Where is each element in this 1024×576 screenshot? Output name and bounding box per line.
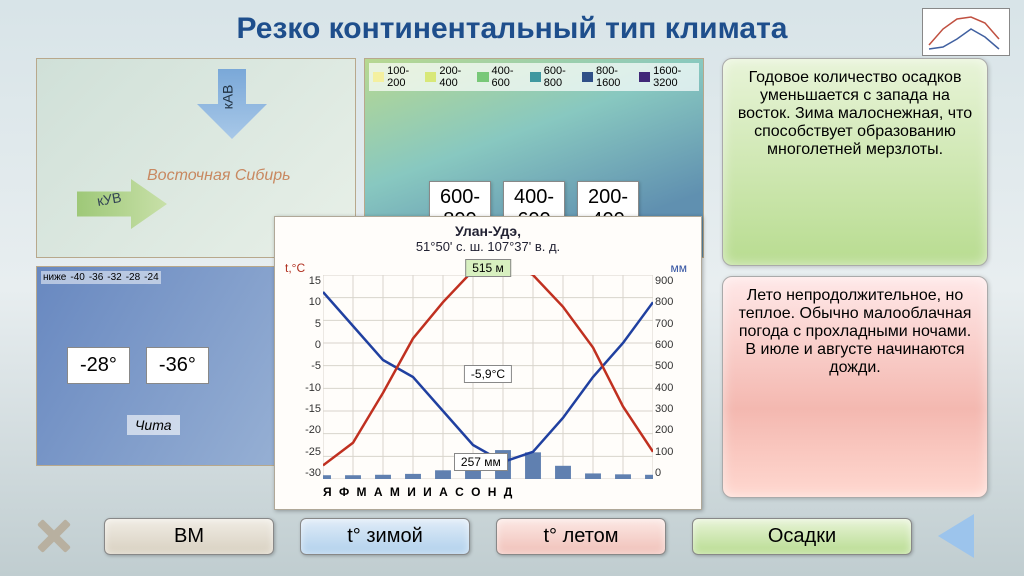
climograph: Улан-Удэ, 51°50' с. ш. 107°37' в. д. t,°… xyxy=(274,216,702,510)
iso-legend: ниже -40 -36 -32 -28 -24 xyxy=(41,271,161,284)
button-precip[interactable]: Осадки xyxy=(692,518,912,555)
bottom-toolbar: ВМ t° зимой t° летом Осадки xyxy=(0,512,1024,560)
y-axis-temp-label: t,°C xyxy=(285,261,305,275)
y-ticks-left: 151050-5-10-15-20-25-30 xyxy=(299,275,321,479)
chart-subtitle: 51°50' с. ш. 107°37' в. д. xyxy=(275,239,701,254)
region-label: Восточная Сибирь xyxy=(147,167,291,185)
iso-item: ниже xyxy=(43,272,66,283)
button-summer[interactable]: t° летом xyxy=(496,518,666,555)
arrow-kav-label: кАВ xyxy=(219,85,235,110)
month-labels: Я Ф М А М И И А С О Н Д xyxy=(323,485,653,499)
temp-badges: -28° -36° xyxy=(67,347,209,384)
info-summer-text: Лето непродолжительное, но теплое. Обычн… xyxy=(722,276,988,498)
legend-item: 200-400 xyxy=(425,65,471,89)
info-precip-text: Годовое количество осадков уменьшается с… xyxy=(722,58,988,266)
legend-item: 1600-3200 xyxy=(639,65,695,89)
iso-item: -32 xyxy=(107,272,121,283)
temp-badge: -36° xyxy=(146,347,209,384)
button-winter[interactable]: t° зимой xyxy=(300,518,470,555)
chart-title: Улан-Удэ, xyxy=(275,223,701,239)
city-label: Чита xyxy=(127,415,180,435)
back-triangle-icon[interactable] xyxy=(938,514,974,558)
page-title: Резко континентальный тип климата xyxy=(0,12,1024,46)
legend-item: 100-200 xyxy=(373,65,419,89)
y-ticks-right: 9008007006005004003002001000 xyxy=(655,275,683,479)
legend-item: 800-1600 xyxy=(582,65,633,89)
legend-item: 400-600 xyxy=(477,65,523,89)
close-icon[interactable] xyxy=(30,512,78,560)
iso-item: -28 xyxy=(126,272,140,283)
legend-item: 600-800 xyxy=(530,65,576,89)
precip-legend: 100-200200-400400-600 600-800800-16001600… xyxy=(369,63,699,91)
iso-item: -24 xyxy=(144,272,158,283)
temp-badge: -28° xyxy=(67,347,130,384)
thumbnail-chart[interactable] xyxy=(922,8,1010,56)
button-vm[interactable]: ВМ xyxy=(104,518,274,555)
altitude-badge: 515 м xyxy=(465,259,511,277)
iso-item: -36 xyxy=(89,272,103,283)
avg-temp-badge: -5,9°C xyxy=(464,365,512,383)
precip-total-badge: 257 мм xyxy=(454,453,508,471)
y-axis-mm-label: мм xyxy=(671,261,688,275)
iso-item: -40 xyxy=(70,272,84,283)
